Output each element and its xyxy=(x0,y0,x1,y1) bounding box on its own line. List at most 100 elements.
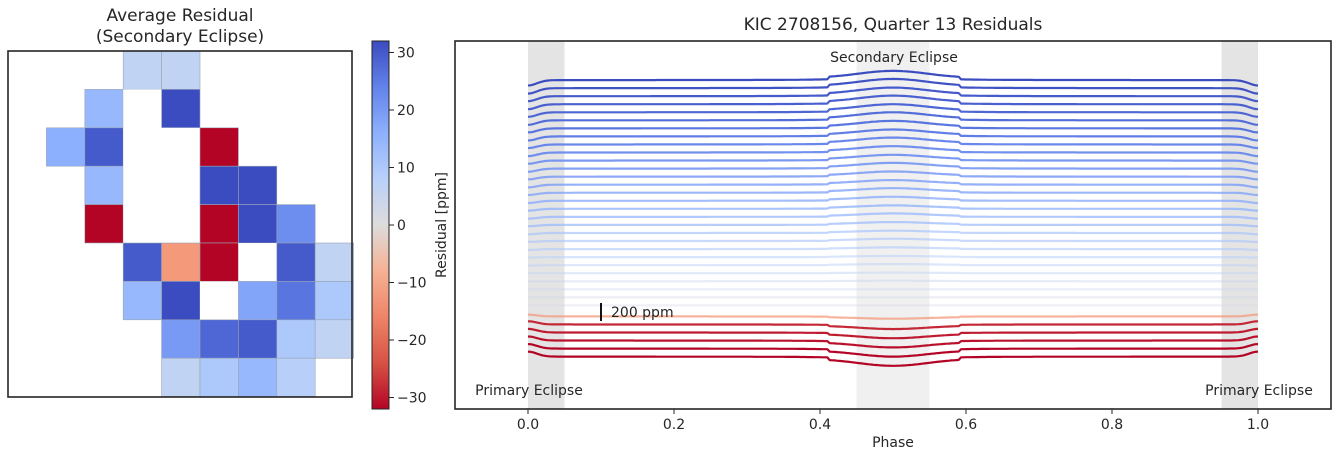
secondary-eclipse-label: Secondary Eclipse xyxy=(830,50,958,66)
residual-series-line xyxy=(527,170,1259,181)
residual-series-line xyxy=(527,153,1259,165)
primary-eclipse-label-right: Primary Eclipse xyxy=(1205,383,1313,399)
residual-series-line xyxy=(527,254,1259,259)
residual-series-line xyxy=(527,246,1259,252)
heatmap-cell xyxy=(161,166,200,205)
heatmap-cell xyxy=(46,127,86,167)
x-tick-label: 0.8 xyxy=(1101,417,1123,433)
residual-series-line xyxy=(527,77,1259,95)
heatmap-cell xyxy=(161,50,201,90)
heatmap-cell xyxy=(199,204,239,244)
x-tick-label: 0.6 xyxy=(955,417,977,433)
residual-series-line xyxy=(528,195,1258,205)
colorbar-tick-label: 30 xyxy=(397,46,415,62)
heatmap-cell xyxy=(123,127,162,167)
heatmap-frame xyxy=(7,50,353,398)
heatmap-title-line-2: (Secondary Eclipse) xyxy=(96,27,264,47)
heatmap-cell xyxy=(161,89,201,129)
heatmap-cell xyxy=(276,319,316,359)
heatmap-cell xyxy=(200,281,239,320)
heatmap-cell xyxy=(161,242,201,282)
residual-series-line xyxy=(527,145,1259,158)
heatmap-panel: Average Residual (Secondary Eclipse) xyxy=(7,6,354,398)
colorbar: 30 20 10 0 −10 −20 −30 Residual [ppm] xyxy=(371,40,450,410)
colorbar-tick-label: 10 xyxy=(397,161,415,177)
residual-curves xyxy=(527,69,1259,367)
residual-series-line xyxy=(527,187,1259,197)
heatmap-title-line-1: Average Residual xyxy=(106,6,253,26)
heatmap-cell xyxy=(123,166,162,205)
heatmap-cell xyxy=(276,281,316,321)
heatmap-cell xyxy=(238,357,278,397)
residual-series-line xyxy=(527,161,1259,173)
colorbar-label: Residual [ppm] xyxy=(434,172,450,278)
residuals-panel: KIC 2708156, Quarter 13 Residuals 0.0 0.2… xyxy=(454,15,1332,451)
colorbar-tick-label: 20 xyxy=(397,103,415,119)
heatmap-cell xyxy=(199,357,239,397)
residual-series-line xyxy=(527,335,1259,349)
heatmap-cell xyxy=(161,204,200,243)
heatmap-cell xyxy=(161,281,201,321)
residual-series-line xyxy=(528,262,1258,267)
residual-series-line xyxy=(527,179,1259,189)
x-axis-label: Phase xyxy=(872,435,914,451)
residual-series-line xyxy=(527,320,1259,331)
residual-series-line xyxy=(528,271,1258,275)
x-tick-label: 0.2 xyxy=(663,417,685,433)
colorbar-gradient xyxy=(371,40,390,410)
residual-series-line xyxy=(527,119,1259,134)
heatmap-cell xyxy=(161,319,201,359)
heatmap-cell xyxy=(238,281,278,321)
residual-series-line xyxy=(527,136,1259,150)
residuals-title: KIC 2708156, Quarter 13 Residuals xyxy=(744,15,1043,35)
heatmap-cells xyxy=(46,50,354,397)
colorbar-tick-label: −30 xyxy=(397,391,427,407)
residual-series-line xyxy=(527,221,1259,228)
residual-series-line xyxy=(527,212,1259,220)
residual-series-line xyxy=(528,229,1258,236)
residual-series-line xyxy=(527,128,1259,142)
heatmap-cell xyxy=(199,165,239,205)
residual-series-line xyxy=(527,343,1259,358)
x-tick-label: 0.4 xyxy=(809,417,831,433)
primary-eclipse-label-left: Primary Eclipse xyxy=(475,383,583,399)
heatmap-cell xyxy=(276,242,316,282)
heatmap-cell xyxy=(314,242,354,282)
heatmap-cell xyxy=(276,357,316,397)
heatmap-cell xyxy=(238,165,278,205)
heatmap-cell xyxy=(238,243,277,282)
heatmap-cell xyxy=(122,281,162,321)
residual-series-line xyxy=(527,69,1259,87)
colorbar-ticks: 30 20 10 0 −10 −20 −30 xyxy=(389,46,427,407)
residual-series-line xyxy=(527,313,1259,320)
heatmap-cell xyxy=(84,127,124,167)
heatmap-cell xyxy=(199,127,239,167)
colorbar-tick-label: 0 xyxy=(397,218,406,234)
heatmap-cell xyxy=(314,281,354,321)
heatmap-cell xyxy=(84,165,124,205)
residual-series-line xyxy=(527,111,1259,126)
heatmap-cell xyxy=(276,204,316,244)
colorbar-tick-label: −20 xyxy=(397,333,427,349)
heatmap-cell xyxy=(123,204,162,243)
heatmap-cell xyxy=(122,242,162,282)
heatmap-cell xyxy=(84,89,124,129)
residuals-frame xyxy=(454,40,1332,410)
heatmap-cell xyxy=(199,242,239,282)
heatmap-cell xyxy=(314,319,354,359)
heatmap-cell xyxy=(161,357,201,397)
scale-bar-label: 200 ppm xyxy=(611,305,674,321)
residual-series-line xyxy=(527,86,1259,103)
x-tick-label: 0.0 xyxy=(517,417,539,433)
heatmap-cell xyxy=(122,50,162,90)
residual-series-line xyxy=(527,350,1259,367)
residual-series-line xyxy=(528,237,1258,243)
heatmap-cell xyxy=(123,89,162,128)
residual-series-line xyxy=(528,279,1258,283)
heatmap-cell xyxy=(238,204,278,244)
residual-series-line xyxy=(527,103,1259,118)
residual-series-line xyxy=(527,327,1259,340)
heatmap-cell xyxy=(161,127,200,167)
colorbar-tick-label: −10 xyxy=(397,276,427,292)
